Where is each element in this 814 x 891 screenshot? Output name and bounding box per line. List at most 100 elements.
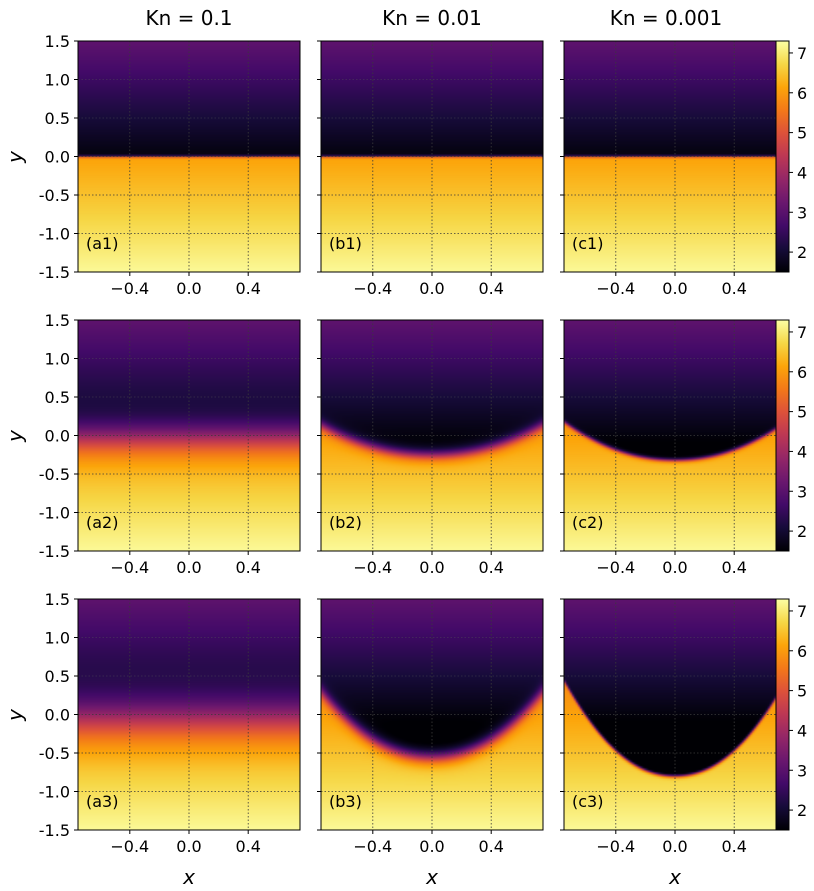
x-tick-label: 0.0 [419,279,444,298]
colorbar-tick-label: 3 [797,482,807,501]
panel-label: (c3) [572,792,603,811]
colorbar-tick-label: 7 [797,44,807,63]
x-axis-label: x [182,865,195,889]
x-tick-label: 0.4 [235,279,260,298]
x-tick-label: −0.4 [353,558,392,577]
colorbar-tick-label: 7 [797,323,807,342]
y-tick-label: -0.5 [39,186,70,205]
colorbar-gradient [775,40,790,273]
y-tick-label: -1.0 [39,504,70,523]
panels: −0.4 0.0 0.4 1.5 1.0 0.5 0.0 -0.5 -1.0 -1.5 (a1) −0… [39,32,787,856]
panel-b3: −0.4 0.0 0.4 (b3) [317,598,544,856]
colorbar-tick-label: 5 [797,403,807,422]
panel-label: (b3) [329,792,362,811]
panel-a2: −0.4 0.0 0.4 1.5 1.0 0.5 0.0 -0.5 -1.0 -1.5 (a2) [39,311,301,577]
y-tick-label: -1.5 [39,542,70,561]
panel-label: (c1) [572,234,603,253]
y-tick-label: 1.5 [45,590,70,609]
y-tick-label: 1.0 [45,350,70,369]
y-tick-label: -0.5 [39,465,70,484]
x-tick-label: −0.4 [596,279,635,298]
panel-label: (b1) [329,234,362,253]
x-tick-label: 0.4 [721,279,746,298]
y-axis-label: y [3,708,27,722]
colorbar-tick-label: 4 [797,721,807,740]
y-axis-label: y [3,150,27,164]
colorbar-tick-label: 2 [797,801,807,820]
x-tick-label: 0.4 [478,558,503,577]
x-tick-label: −0.4 [353,279,392,298]
x-tick-label: −0.4 [353,837,392,856]
colorbar-tick-label: 2 [797,243,807,262]
x-tick-label: 0.0 [176,279,201,298]
x-tick-label: 0.0 [176,558,201,577]
x-tick-label: 0.4 [478,279,503,298]
x-tick-label: 0.4 [478,837,503,856]
panel-label: (a3) [86,792,118,811]
column-title-2: Kn = 0.01 [382,6,482,30]
panel-a1: −0.4 0.0 0.4 1.5 1.0 0.5 0.0 -0.5 -1.0 -1.5 (a1) [39,32,301,298]
colorbar-tick-label: 4 [797,442,807,461]
column-titles: Kn = 0.1 Kn = 0.01 Kn = 0.001 [145,6,722,30]
colorbar-tick-label: 5 [797,682,807,701]
panel-b2: −0.4 0.0 0.4 (b2) [317,319,544,577]
panel-label: (a2) [86,513,118,532]
colorbar-tick-label: 7 [797,602,807,621]
colorbar-tick-label: 3 [797,761,807,780]
y-tick-label: -1.0 [39,783,70,802]
y-tick-label: 0.5 [45,109,70,128]
y-tick-label: -1.5 [39,821,70,840]
panel-c2: −0.4 0.0 0.4 (c2) [560,319,787,577]
panel-a3: −0.4 0.0 0.4 1.5 1.0 0.5 0.0 -0.5 -1.0 -1.5 (a3) [39,590,301,856]
y-tick-label: 1.5 [45,32,70,51]
column-title-1: Kn = 0.1 [145,6,232,30]
x-tick-label: 0.4 [235,837,260,856]
colorbar: 2 3 4 5 6 7 [775,40,807,273]
colorbar-tick-label: 5 [797,124,807,143]
y-tick-label: 0.0 [45,148,70,167]
y-tick-label: -0.5 [39,744,70,763]
x-tick-label: 0.0 [662,837,687,856]
y-tick-label: 0.0 [45,706,70,725]
x-tick-label: 0.0 [662,558,687,577]
colorbar: 2 3 4 5 6 7 [775,319,807,552]
panel-b1: −0.4 0.0 0.4 (b1) [317,40,544,298]
x-tick-label: 0.0 [662,279,687,298]
colorbar-tick-label: 4 [797,163,807,182]
colorbar-tick-label: 2 [797,522,807,541]
x-tick-label: −0.4 [596,558,635,577]
y-tick-label: 0.0 [45,427,70,446]
x-axis-label: x [425,865,438,889]
colorbar-tick-label: 6 [797,363,807,382]
x-axis-label: x [668,865,681,889]
colorbar: 2 3 4 5 6 7 [775,598,807,831]
x-tick-label: 0.4 [721,558,746,577]
y-axis-label: y [3,429,27,443]
panel-c3: −0.4 0.0 0.4 (c3) [560,598,787,856]
x-tick-label: −0.4 [110,837,149,856]
colorbar-tick-label: 6 [797,642,807,661]
column-title-3: Kn = 0.001 [610,6,723,30]
panel-label: (c2) [572,513,603,532]
colorbar-tick-label: 6 [797,84,807,103]
colorbar-gradient [775,319,790,552]
y-tick-label: 0.5 [45,388,70,407]
y-tick-label: -1.5 [39,263,70,282]
x-tick-label: 0.4 [721,837,746,856]
x-tick-label: −0.4 [110,558,149,577]
y-tick-label: 1.5 [45,311,70,330]
colorbar-gradient [775,598,790,831]
panel-label: (a1) [86,234,118,253]
colorbars: 2 3 4 5 6 7 2 3 4 5 6 7 2 3 4 5 6 7 [775,40,807,831]
y-tick-label: 0.5 [45,667,70,686]
panel-c1: −0.4 0.0 0.4 (c1) [560,40,787,298]
y-tick-label: -1.0 [39,225,70,244]
axis-labels: y y y x x x [3,150,681,889]
x-tick-label: 0.0 [419,558,444,577]
y-tick-label: 1.0 [45,71,70,90]
x-tick-label: 0.0 [419,837,444,856]
y-tick-label: 1.0 [45,629,70,648]
x-tick-label: −0.4 [596,837,635,856]
x-tick-label: 0.4 [235,558,260,577]
